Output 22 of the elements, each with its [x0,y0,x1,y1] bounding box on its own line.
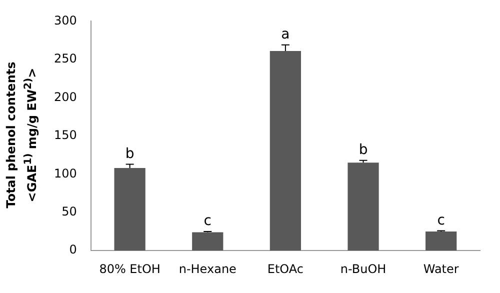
annotation: a [281,26,290,43]
annotation: b [125,146,134,162]
y-tick-label: 150 [54,128,77,142]
bar [270,51,302,251]
bar [114,168,146,251]
bar [426,231,457,251]
annotation: b [358,142,368,158]
y-tick-label: 200 [54,90,77,104]
y-tick-label: 250 [54,52,77,66]
x-tick-label: Water [423,262,459,276]
x-tick-label: 80% EtOH [99,262,160,276]
bar [348,162,379,251]
y-tick-label: 100 [54,166,77,180]
x-tick-label: EtOAc [267,262,304,276]
annotation: c [437,212,445,228]
bar [192,232,224,251]
y-tick-label: 0 [69,242,77,257]
annotation: c [204,213,212,230]
x-tick-label: n-BuOH [340,262,386,276]
y-tick-label: 50 [62,204,77,218]
y-tick-label: 300 [54,13,77,28]
x-tick-label: n-Hexane [178,262,236,276]
